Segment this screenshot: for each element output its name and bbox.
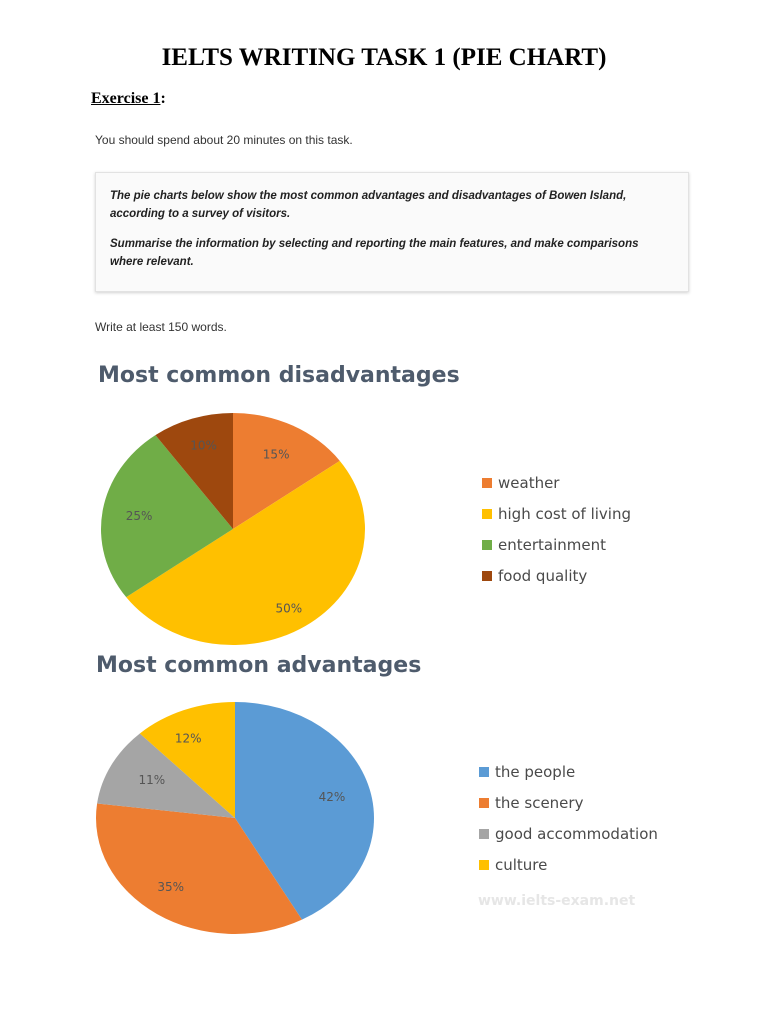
legend-advantages: the people the scenery good accommodation c… [479,756,658,880]
legend-label: good accommodation [495,824,658,843]
pie-slice-weather [233,413,340,529]
chart-title-advantages: Most common advantages [96,653,422,678]
pie-label-good-accommodation: 11% [138,773,165,787]
exercise-label: Exercise 1 [91,90,161,107]
legend-label: food quality [498,566,588,585]
legend-label: high cost of living [498,504,631,523]
pie-slice-food-quality [155,413,233,529]
task-description: The pie charts below show the most commo… [110,190,627,220]
pie-slice-good-accommodation [97,733,235,818]
legend-swatch [479,859,489,870]
legend-swatch [479,797,489,808]
legend-item-the-scenery: the scenery [479,787,658,818]
legend-item-high-cost-of-living: high cost of living [482,498,631,529]
page-title: IELTS WRITING TASK 1 (PIE CHART) [161,44,607,71]
legend-label: the scenery [495,793,584,812]
legend-item-the-people: the people [479,756,658,787]
pie-label-the-scenery: 35% [157,880,184,894]
legend-label: entertainment [498,535,606,554]
word-count-instruction: Write at least 150 words. [95,320,227,334]
pie-slice-high-cost-of-living [126,460,366,645]
watermark: www.ielts-exam.net [478,893,636,909]
time-instruction: You should spend about 20 minutes on thi… [95,133,353,147]
task-box: The pie charts below show the most commo… [95,172,689,292]
legend-swatch [482,539,492,550]
legend-item-weather: weather [482,467,631,498]
pie-slice-entertainment [100,435,233,598]
legend-swatch [482,477,492,488]
pie-label-culture: 12% [175,731,202,745]
pie-slice-the-people [235,702,375,920]
pie-label-weather: 15% [263,448,290,462]
pie-label-high-cost-of-living: 50% [276,602,303,616]
legend-label: the people [495,762,576,781]
pie-label-food-quality: 10% [190,439,217,453]
pie-slice-culture [139,702,235,818]
legend-item-good-accommodation: good accommodation [479,818,658,849]
exercise-colon: : [160,90,166,107]
legend-swatch [479,828,489,839]
legend-swatch [482,570,492,581]
legend-item-culture: culture [479,849,658,880]
legend-label: culture [495,855,548,874]
legend-item-entertainment: entertainment [482,529,631,560]
legend-swatch [479,766,489,777]
legend-swatch [482,508,492,519]
pie-slice-the-scenery [96,803,302,934]
chart-title-disadvantages: Most common disadvantages [98,363,460,388]
exercise-heading: Exercise 1: [91,90,166,108]
task-instruction: Summarise the information by selecting a… [110,238,639,268]
legend-label: weather [498,473,560,492]
pie-label-the-people: 42% [319,790,346,804]
pie-label-entertainment: 25% [126,509,153,523]
legend-disadvantages: weather high cost of living entertainment f… [482,467,631,591]
legend-item-food-quality: food quality [482,560,631,591]
